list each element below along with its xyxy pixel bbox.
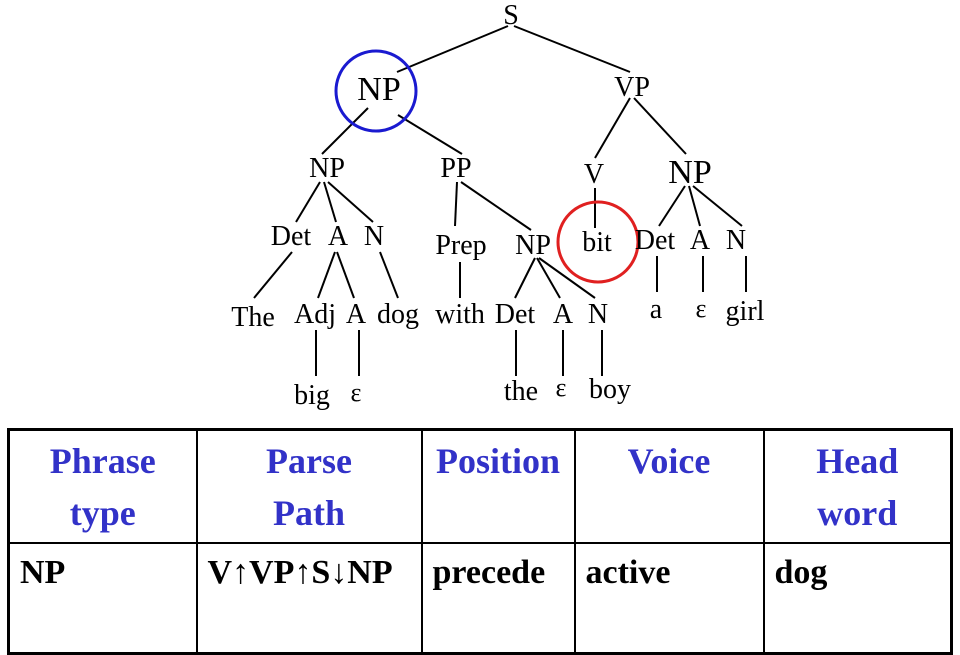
node-n-3: N xyxy=(726,225,746,256)
edge-a1-adj xyxy=(318,252,335,298)
cell-voice: active xyxy=(575,543,764,654)
header-parse-path: Parse Path xyxy=(197,430,422,544)
node-det-3: Det xyxy=(635,225,676,256)
leaf-epsilon-2: ε xyxy=(556,373,567,402)
header-position: Position xyxy=(422,430,575,544)
node-det-1: Det xyxy=(271,221,312,252)
node-a-1b: A xyxy=(346,299,367,330)
node-a-3: A xyxy=(690,225,711,256)
leaf-the: the xyxy=(504,376,538,407)
edge-vp-v xyxy=(595,98,630,158)
parse-tree: S NP VP NP PP V NP Det A N Prep NP bit D… xyxy=(0,0,960,425)
cell-phrase-type: NP xyxy=(9,543,197,654)
node-np-subject: NP xyxy=(357,71,400,108)
edge-a1-a xyxy=(337,252,354,298)
node-n-1: N xyxy=(364,221,384,252)
leaf-epsilon-1: ε xyxy=(351,378,362,407)
leaf-girl: girl xyxy=(726,296,765,327)
edge-pp-prep xyxy=(455,182,457,226)
node-pp: PP xyxy=(440,153,471,184)
leaf-epsilon-3: ε xyxy=(696,294,707,323)
cell-parse-path: V↑VP↑S↓NP xyxy=(197,543,422,654)
node-np-inner: NP xyxy=(309,153,345,184)
node-np-object: NP xyxy=(668,154,711,191)
edge-npobj-a xyxy=(689,186,700,226)
leaf-big: big xyxy=(294,380,330,411)
feature-table: Phrase type Parse Path Position Voice Head… xyxy=(7,428,953,655)
cell-position: precede xyxy=(422,543,575,654)
edge-s-np xyxy=(397,26,508,72)
feature-table-row: NP V↑VP↑S↓NP precede active dog xyxy=(9,543,952,654)
edge-np2-det xyxy=(515,258,535,298)
header-phrase-type: Phrase type xyxy=(9,430,197,544)
node-n-2: N xyxy=(588,299,608,330)
edge-npobj-n xyxy=(693,186,742,226)
edge-s-vp xyxy=(514,26,630,72)
leaf-with: with xyxy=(435,299,485,330)
node-v: V xyxy=(584,159,604,190)
node-s: S xyxy=(503,0,519,31)
edge-npobj-det xyxy=(659,186,685,226)
node-a-1: A xyxy=(328,221,349,252)
edge-det1-the xyxy=(254,252,292,298)
header-voice: Voice xyxy=(575,430,764,544)
node-bit: bit xyxy=(582,227,612,258)
edge-n1-dog xyxy=(380,252,398,298)
edge-pp-np xyxy=(461,182,531,230)
node-vp: VP xyxy=(614,72,650,103)
edge-np-det1 xyxy=(296,182,320,222)
leaf-dog: dog xyxy=(377,299,419,330)
node-det-2: Det xyxy=(495,299,536,330)
edge-vp-np xyxy=(634,98,686,154)
node-prep: Prep xyxy=(435,230,486,261)
edge-np-pp xyxy=(398,115,462,154)
node-a-2: A xyxy=(553,299,574,330)
leaf-the-cap: The xyxy=(231,302,275,333)
tree-labels: S NP VP NP PP V NP Det A N Prep NP bit D… xyxy=(231,0,764,411)
header-head-word: Head word xyxy=(764,430,952,544)
feature-table-header-row: Phrase type Parse Path Position Voice Head… xyxy=(9,430,952,544)
node-adj: Adj xyxy=(294,299,336,330)
leaf-a: a xyxy=(650,294,663,325)
cell-head-word: dog xyxy=(764,543,952,654)
node-np-pp: NP xyxy=(515,230,551,261)
leaf-boy: boy xyxy=(589,374,631,405)
